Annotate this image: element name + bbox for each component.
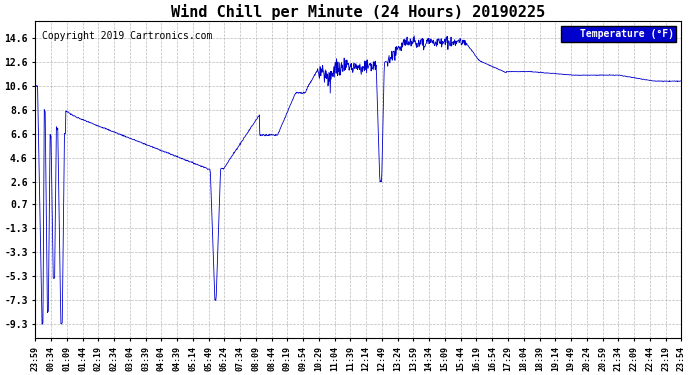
Text: Copyright 2019 Cartronics.com: Copyright 2019 Cartronics.com [42, 31, 212, 41]
Legend: Temperature (°F): Temperature (°F) [561, 26, 676, 42]
Title: Wind Chill per Minute (24 Hours) 20190225: Wind Chill per Minute (24 Hours) 2019022… [171, 4, 545, 20]
